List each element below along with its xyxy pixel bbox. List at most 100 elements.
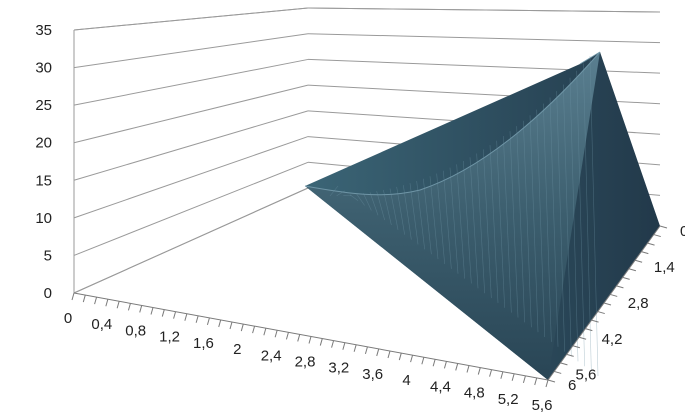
surface-striation: [356, 193, 365, 206]
x-tick-mark: [331, 340, 335, 348]
x-tick-mark: [534, 377, 538, 386]
y-tick-mark: [597, 311, 605, 315]
x-tick-mark: [105, 299, 109, 307]
gridline-left: [73, 110, 309, 181]
x-tick-mark: [522, 375, 526, 383]
x-tick-mark: [443, 361, 447, 369]
x-tick-mark: [274, 330, 278, 338]
gridline-left: [73, 7, 309, 31]
surface: [304, 51, 660, 380]
x-tick-label: 5,2: [498, 391, 519, 408]
y-tick-label: 4,2: [602, 331, 623, 348]
x-tick-label: 0: [64, 310, 72, 327]
x-tick-mark: [466, 365, 470, 373]
surface-striation: [563, 84, 572, 357]
x-tick-label: 2: [233, 341, 241, 358]
x-tick-mark: [206, 317, 210, 325]
z-tick-label: 20: [35, 135, 52, 152]
surface-striation: [543, 103, 552, 342]
y-axis: 0 1,4 2,8 4,2 5,66: [547, 223, 685, 394]
x-tick-label: 1,6: [193, 335, 214, 352]
surface-striation: [583, 63, 592, 372]
surface-striation: [436, 173, 445, 264]
surface-striation: [443, 170, 452, 269]
surface-striation: [576, 70, 585, 367]
surface-striation: [476, 153, 485, 294]
surface-striation: [529, 115, 539, 333]
y-tick-mark: [616, 285, 624, 289]
z-tick-label: 15: [35, 172, 52, 189]
x-tick-mark: [82, 294, 86, 303]
surface-striation: [523, 120, 532, 328]
surface-striation: [556, 91, 565, 352]
x-tick-mark: [173, 311, 177, 319]
surface-striation: [369, 192, 379, 216]
x-tick-mark: [455, 363, 459, 371]
gridline-left: [73, 136, 309, 219]
y-tick-mark: [622, 276, 630, 280]
x-tick-mark: [342, 342, 346, 350]
y-tick-mark: [547, 379, 556, 383]
y-tick-label: 2,8: [628, 295, 649, 312]
x-tick-mark: [263, 328, 267, 336]
surface-striation: [449, 167, 459, 274]
x-tick-label: 4,8: [464, 385, 485, 402]
x-tick-mark: [285, 332, 289, 340]
surface-striation: [516, 126, 525, 323]
y-tick-label: 1,4: [654, 259, 675, 276]
y-tick-mark: [560, 362, 568, 366]
gridline-left: [73, 84, 309, 144]
y-tick-mark: [634, 259, 643, 263]
y-tick-mark: [554, 370, 562, 374]
x-tick-mark: [308, 336, 312, 344]
x-tick-label: 2,8: [295, 354, 316, 371]
surface-ridge: [304, 51, 601, 196]
surface-striation: [509, 131, 519, 318]
x-tick-mark: [240, 323, 244, 332]
x-tick-mark: [477, 367, 481, 375]
x-tick-mark: [319, 338, 323, 346]
surface-striation: [409, 183, 419, 245]
surface-striation: [429, 176, 439, 260]
y-tick-label: 5,6: [576, 367, 597, 384]
surface-striation: [423, 178, 432, 255]
floor: [73, 187, 309, 294]
surface-striation: [396, 186, 405, 235]
y-tick-mark: [572, 345, 581, 349]
y-tick-mark: [653, 234, 661, 238]
surface-striations: [329, 55, 599, 377]
surface-striation: [536, 109, 545, 338]
z-tick-label: 30: [35, 60, 52, 77]
gridline-left: [73, 33, 309, 69]
z-tick-label: 10: [35, 210, 52, 227]
x-tick-label: 2,4: [261, 347, 282, 364]
x-tick-mark: [150, 307, 154, 315]
x-tick-mark: [421, 357, 425, 365]
surface-striation: [403, 185, 412, 240]
gridline-right: [307, 33, 661, 44]
x-tick-mark: [139, 305, 143, 313]
x-tick-mark: [252, 326, 256, 334]
surface-striation: [363, 193, 372, 211]
x-tick-label: 4: [402, 372, 410, 389]
surface-striation: [489, 145, 499, 303]
x-tick-label: 3,6: [362, 366, 383, 383]
surface-striation: [389, 188, 399, 230]
x-tick-mark: [545, 379, 549, 388]
x-tick-mark: [127, 303, 131, 311]
y-tick-mark: [591, 319, 599, 323]
x-tick-mark: [364, 346, 368, 354]
x-tick-mark: [195, 315, 199, 323]
z-tick-label: 35: [35, 22, 52, 39]
x-tick-mark: [500, 371, 504, 379]
x-axis: 0 0,4 0,8 1,2 1,6 2 2,4 2,8 3,2 3,6 4 4,4 4,8 5,2 5,6: [64, 292, 552, 414]
x-tick-mark: [218, 319, 222, 328]
x-tick-mark: [161, 309, 165, 317]
z-axis: 0 5 10 15 20 25 30 35: [35, 22, 52, 302]
x-tick-mark: [398, 352, 402, 361]
x-tick-mark: [94, 297, 98, 305]
surface-top-face: [305, 52, 600, 380]
surface-striation: [463, 160, 472, 284]
surface-striation: [456, 164, 465, 279]
x-tick-mark: [489, 369, 493, 377]
